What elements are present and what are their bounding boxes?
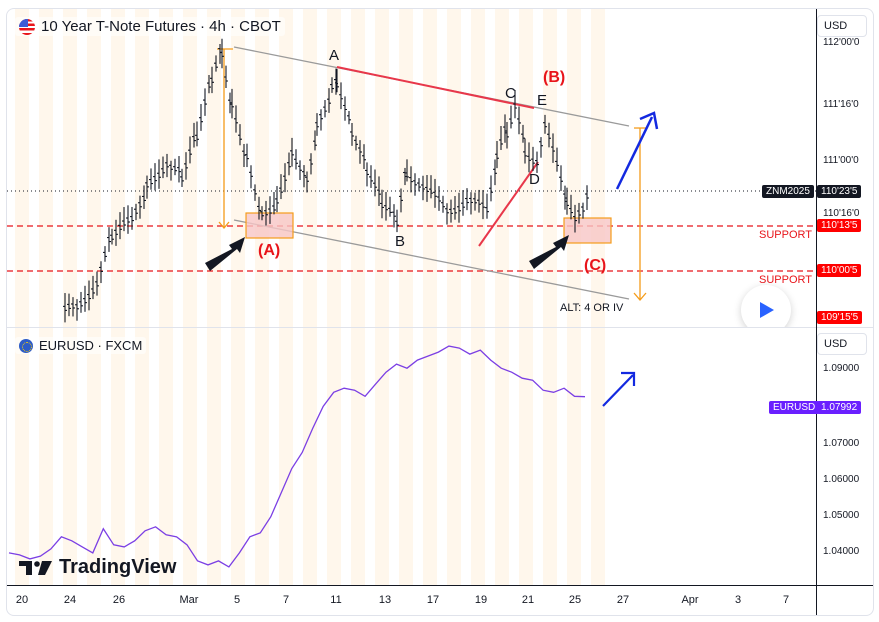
red-trend-upper (336, 66, 535, 109)
price-tick: 1.09000 (823, 363, 860, 374)
symbol-tag-eurusd: EURUSD (769, 401, 820, 414)
time-tick: 21 (521, 594, 535, 606)
sub-currency-button[interactable]: USD (817, 333, 867, 355)
label-d: D (529, 171, 540, 188)
label-wave-c: (C) (584, 257, 607, 274)
chart-frame: 10 Year T-Note Futures · 4h · CBOT A B C… (6, 8, 874, 616)
label-wave-a: (A) (258, 242, 281, 259)
label-a: A (329, 47, 340, 64)
target-price-tag: 109'15'5 (817, 311, 863, 324)
eurusd-canvas (8, 345, 636, 568)
price-tick: 1.06000 (823, 474, 860, 485)
time-tick: 3 (734, 594, 742, 606)
price-bars (63, 38, 589, 323)
alt-wave-label: ALT: 4 OR IV (560, 302, 624, 314)
price-axis-border (816, 9, 817, 615)
red-trend-diagonal (478, 161, 539, 247)
eu-flag-icon (19, 338, 33, 353)
time-axis-border (7, 585, 873, 586)
symbol-tag-znm: ZNM2025 (762, 185, 814, 198)
time-tick: 19 (474, 594, 488, 606)
label-e: E (537, 92, 548, 109)
time-tick: 13 (378, 594, 392, 606)
main-legend[interactable]: 10 Year T-Note Futures · 4h · CBOT (15, 17, 285, 36)
support-box-a (245, 212, 294, 239)
support-box-c (563, 217, 612, 244)
main-symbol-title: 10 Year T-Note Futures · 4h · CBOT (41, 18, 281, 35)
time-tick: 17 (426, 594, 440, 606)
time-tick: 7 (282, 594, 290, 606)
time-tick: 11 (330, 594, 342, 606)
eurusd-price-tag: 1.07992 (817, 401, 862, 414)
time-tick: 20 (15, 594, 29, 606)
price-tick: 1.04000 (823, 546, 860, 557)
price-tick: 1.05000 (823, 510, 860, 521)
price-tick: 110'16'0 (823, 208, 860, 219)
tradingview-logo-text: TradingView (59, 556, 177, 578)
time-tick: 5 (233, 594, 241, 606)
support-price-tag-1: 110'13'5 (817, 219, 862, 232)
tradingview-logo-icon (19, 560, 52, 575)
channel-lower-line (233, 219, 630, 300)
eurusd-line (8, 345, 586, 568)
black-arrow-a (205, 237, 245, 271)
time-tick: 27 (616, 594, 630, 606)
label-b: B (395, 233, 406, 250)
main-currency-button[interactable]: USD (817, 15, 867, 37)
projection-arrow-sub (602, 374, 634, 407)
us-flag-icon (19, 18, 35, 35)
time-tick: 25 (568, 594, 582, 606)
time-tick: Mar (179, 594, 199, 606)
support-price-tag-2: 110'00'5 (817, 264, 862, 277)
support-label-1: SUPPORT (759, 229, 812, 241)
projection-arrow-main (615, 116, 654, 190)
main-chart-pane[interactable]: 10 Year T-Note Futures · 4h · CBOT A B C… (7, 9, 816, 327)
support-label-2: SUPPORT (759, 274, 812, 286)
time-tick: 24 (63, 594, 77, 606)
last-price-tag: 110'23'5 (817, 185, 862, 198)
play-icon (760, 302, 774, 318)
label-wave-b: (B) (543, 69, 566, 86)
price-tick: 1.07000 (823, 438, 860, 449)
price-tick: 111'00'0 (823, 155, 859, 166)
time-tick: 26 (112, 594, 126, 606)
pane-divider[interactable] (7, 327, 873, 328)
main-chart-canvas (7, 38, 816, 323)
replay-play-button[interactable] (741, 285, 791, 327)
tradingview-logo[interactable]: TradingView (19, 556, 176, 579)
black-arrow-c (529, 235, 569, 269)
price-tick: 111'16'0 (823, 99, 859, 110)
time-tick: 7 (782, 594, 790, 606)
label-c: C (505, 85, 516, 102)
price-tick: 112'00'0 (823, 37, 860, 48)
time-tick: Apr (681, 594, 699, 606)
sub-legend[interactable]: EURUSD · FXCM (15, 337, 147, 354)
sub-symbol-title: EURUSD · FXCM (39, 338, 143, 353)
eurusd-pane[interactable]: EURUSD · FXCM (7, 328, 816, 585)
